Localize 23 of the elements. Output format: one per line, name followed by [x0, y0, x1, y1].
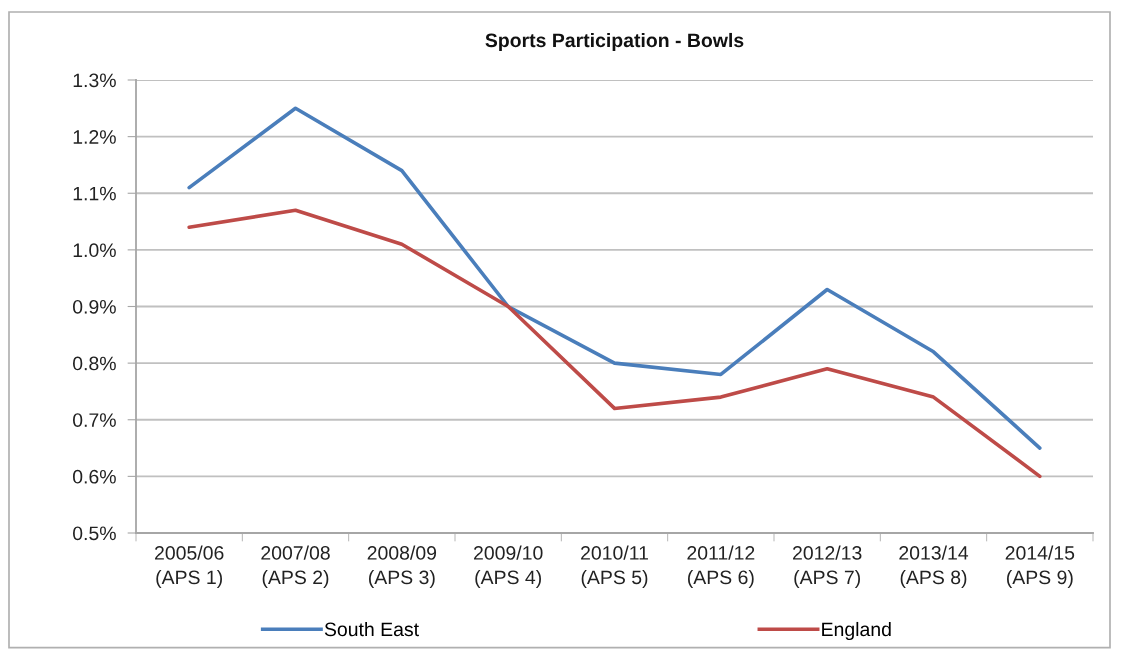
x-tick-label: 2010/11 (APS 5) [581, 545, 648, 589]
x-tick-label: 2007/08 (APS 2) [261, 545, 330, 589]
y-tick-label: 0.8% [73, 356, 116, 371]
y-tick-label: 1.3% [73, 73, 116, 88]
y-tick-label: 0.5% [73, 526, 116, 541]
y-tick-label: 0.9% [73, 299, 116, 314]
legend-label: England [822, 621, 891, 641]
line-series [187, 106, 1042, 450]
x-tick-label: 2008/09 (APS 3) [367, 545, 437, 589]
line-series [187, 208, 1042, 479]
x-tick-label: 2011/12 (APS 6) [687, 545, 755, 589]
y-tick-label: 1.2% [73, 130, 116, 144]
y-tick-label: 0.6% [73, 469, 116, 484]
legend-label: South East [324, 621, 419, 637]
y-tick-label: 1.0% [73, 243, 116, 258]
x-tick-label: 2013/14 (APS 8) [899, 545, 969, 589]
x-tick-label: 2009/10 (APS 4) [474, 545, 543, 589]
x-tick-label: 2012/13 (APS 7) [793, 545, 862, 589]
x-tick-label: 2014/15 (APS 9) [1005, 545, 1075, 589]
x-tick-label: 2005/06 (APS 1) [155, 545, 224, 589]
y-tick-label: 1.1% [73, 186, 116, 201]
chart-title: Sports Participation - Bowls [485, 32, 744, 52]
y-tick-label: 0.7% [73, 413, 116, 427]
